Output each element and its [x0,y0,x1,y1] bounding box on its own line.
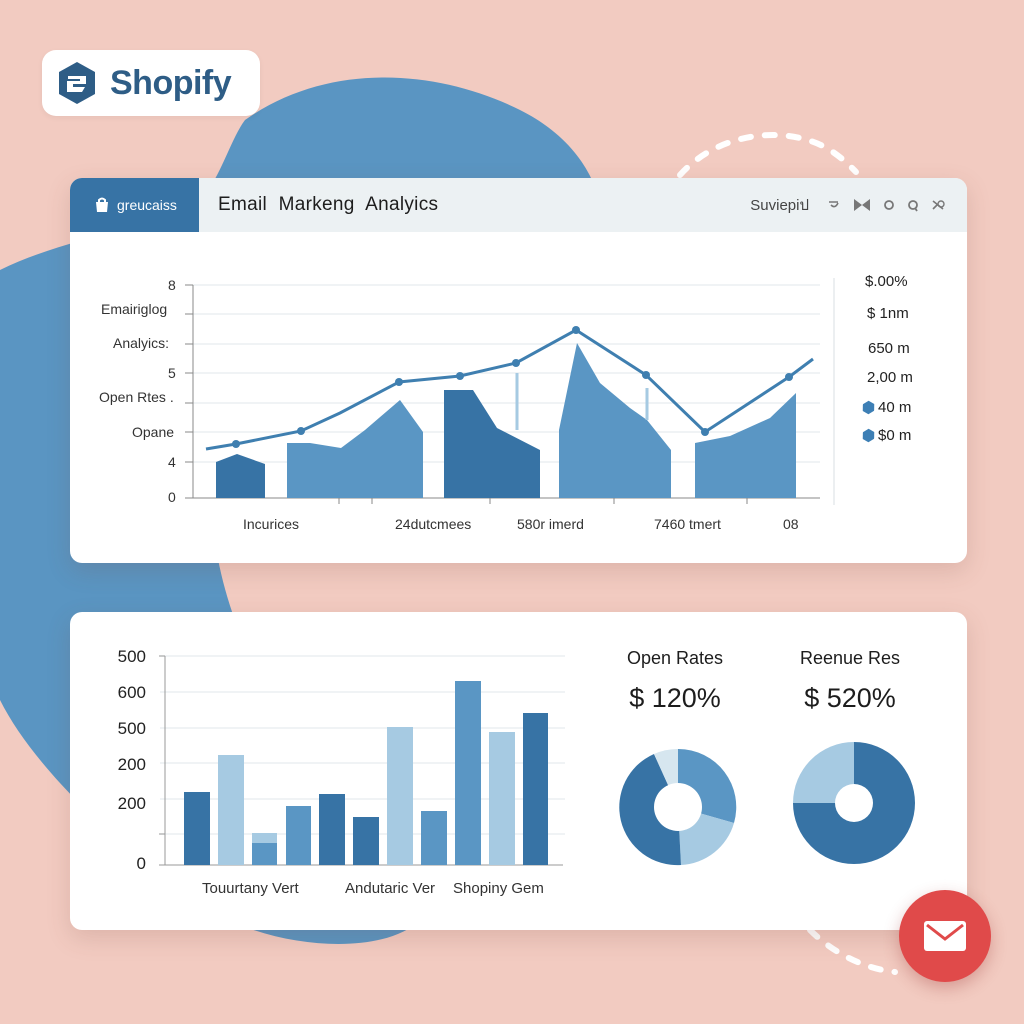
email-analytics-panel: greucaiss Email Markeng Analyics Suviepi… [70,178,967,563]
y-tick: 500 [117,719,146,738]
legend-item: 650 m [868,340,910,357]
y-tick: 5 [168,365,176,381]
app-brand-label: greucaiss [117,197,177,213]
open-rates-donut [619,748,737,866]
survey-menu[interactable]: Suviepiป [750,197,809,214]
legend-marker-icon [860,427,878,445]
circle-icon[interactable] [883,199,895,211]
bar [387,727,413,865]
x-axis-label: Incurices [243,516,300,532]
legend-item: 2,00 m [867,369,913,386]
y-axis-label: Analyics: [113,335,170,351]
revenue-donut [793,742,915,864]
y-axis-label: Opane [132,424,175,440]
campaign-performance-panel: 500 600 500 200 200 0 [70,612,967,930]
dotted-arc-bottom [807,927,898,975]
legend-item: 40 m [862,399,911,416]
area-segment [216,454,265,498]
kpi-label-revenue: Reenue Res [799,648,901,668]
collapse-icon[interactable] [827,200,841,210]
line-area-chart [185,278,835,505]
area-segment [444,390,540,498]
dotted-arc-top [677,132,859,178]
bar [286,806,311,865]
mail-icon [924,921,966,951]
y-tick: 0 [136,854,146,873]
legend-item: $ 1nm [867,305,909,322]
y-tick: 4 [168,454,176,470]
x-axis-label: Andutaric Ver [345,880,436,897]
x-axis-label: 7460 tmert [654,516,721,532]
app-brand-tab[interactable]: greucaiss [70,178,199,232]
y-tick: 200 [117,755,146,774]
panel-titlebar: greucaiss Email Markeng Analyics Suviepi… [70,178,967,232]
bar [455,681,481,865]
shopping-bag-icon [96,197,108,212]
bar [319,794,345,865]
bar-chart [159,655,915,866]
bar [353,817,379,865]
x-axis-label: Shopiny Gem [453,880,544,897]
bar [489,732,515,865]
window-toolbar: Suviepiป [750,178,945,232]
bar [218,755,244,865]
x-axis-label: Touurtany Vert [202,880,299,897]
y-tick: 0 [168,489,176,505]
area-segment [287,400,423,498]
bar [184,792,210,865]
y-tick: 600 [117,683,146,702]
y-axis-label: Open Rtes . [99,389,174,405]
kpi-value-revenue: $ 520% [804,683,896,713]
y-tick: 500 [117,647,146,666]
brand-logo-card: Shopify [42,50,260,116]
search-icon[interactable] [907,199,919,212]
kpi-label-open-rates: Open Rates [626,648,724,668]
x-axis-label: 08 [783,516,799,532]
bar [252,843,277,865]
y-axis-label: Emairiglog [101,301,168,317]
legend-item: $0 m [862,427,911,444]
x-axis-label: 580r imerd [517,516,584,532]
kpi-value-open-rates: $ 120% [629,683,721,713]
shopify-hex-logo-icon [59,62,95,104]
area-segment [559,343,671,498]
legend-marker-icon [860,399,878,417]
bar [523,713,548,865]
legend-item: $.00% [865,273,908,290]
y-tick: 200 [117,794,146,813]
brand-name: Shopify [110,63,232,102]
email-fab-button[interactable] [899,890,991,982]
area-segment [695,393,796,498]
trend-line [205,328,814,451]
x-axis-label: 24dutcmees [395,516,472,532]
bar [421,811,447,865]
bowtie-toggle-icon[interactable] [853,198,871,212]
close-icon[interactable] [931,199,945,211]
y-tick: 8 [168,277,176,293]
page-title: Email Markeng Analyics [218,194,439,215]
